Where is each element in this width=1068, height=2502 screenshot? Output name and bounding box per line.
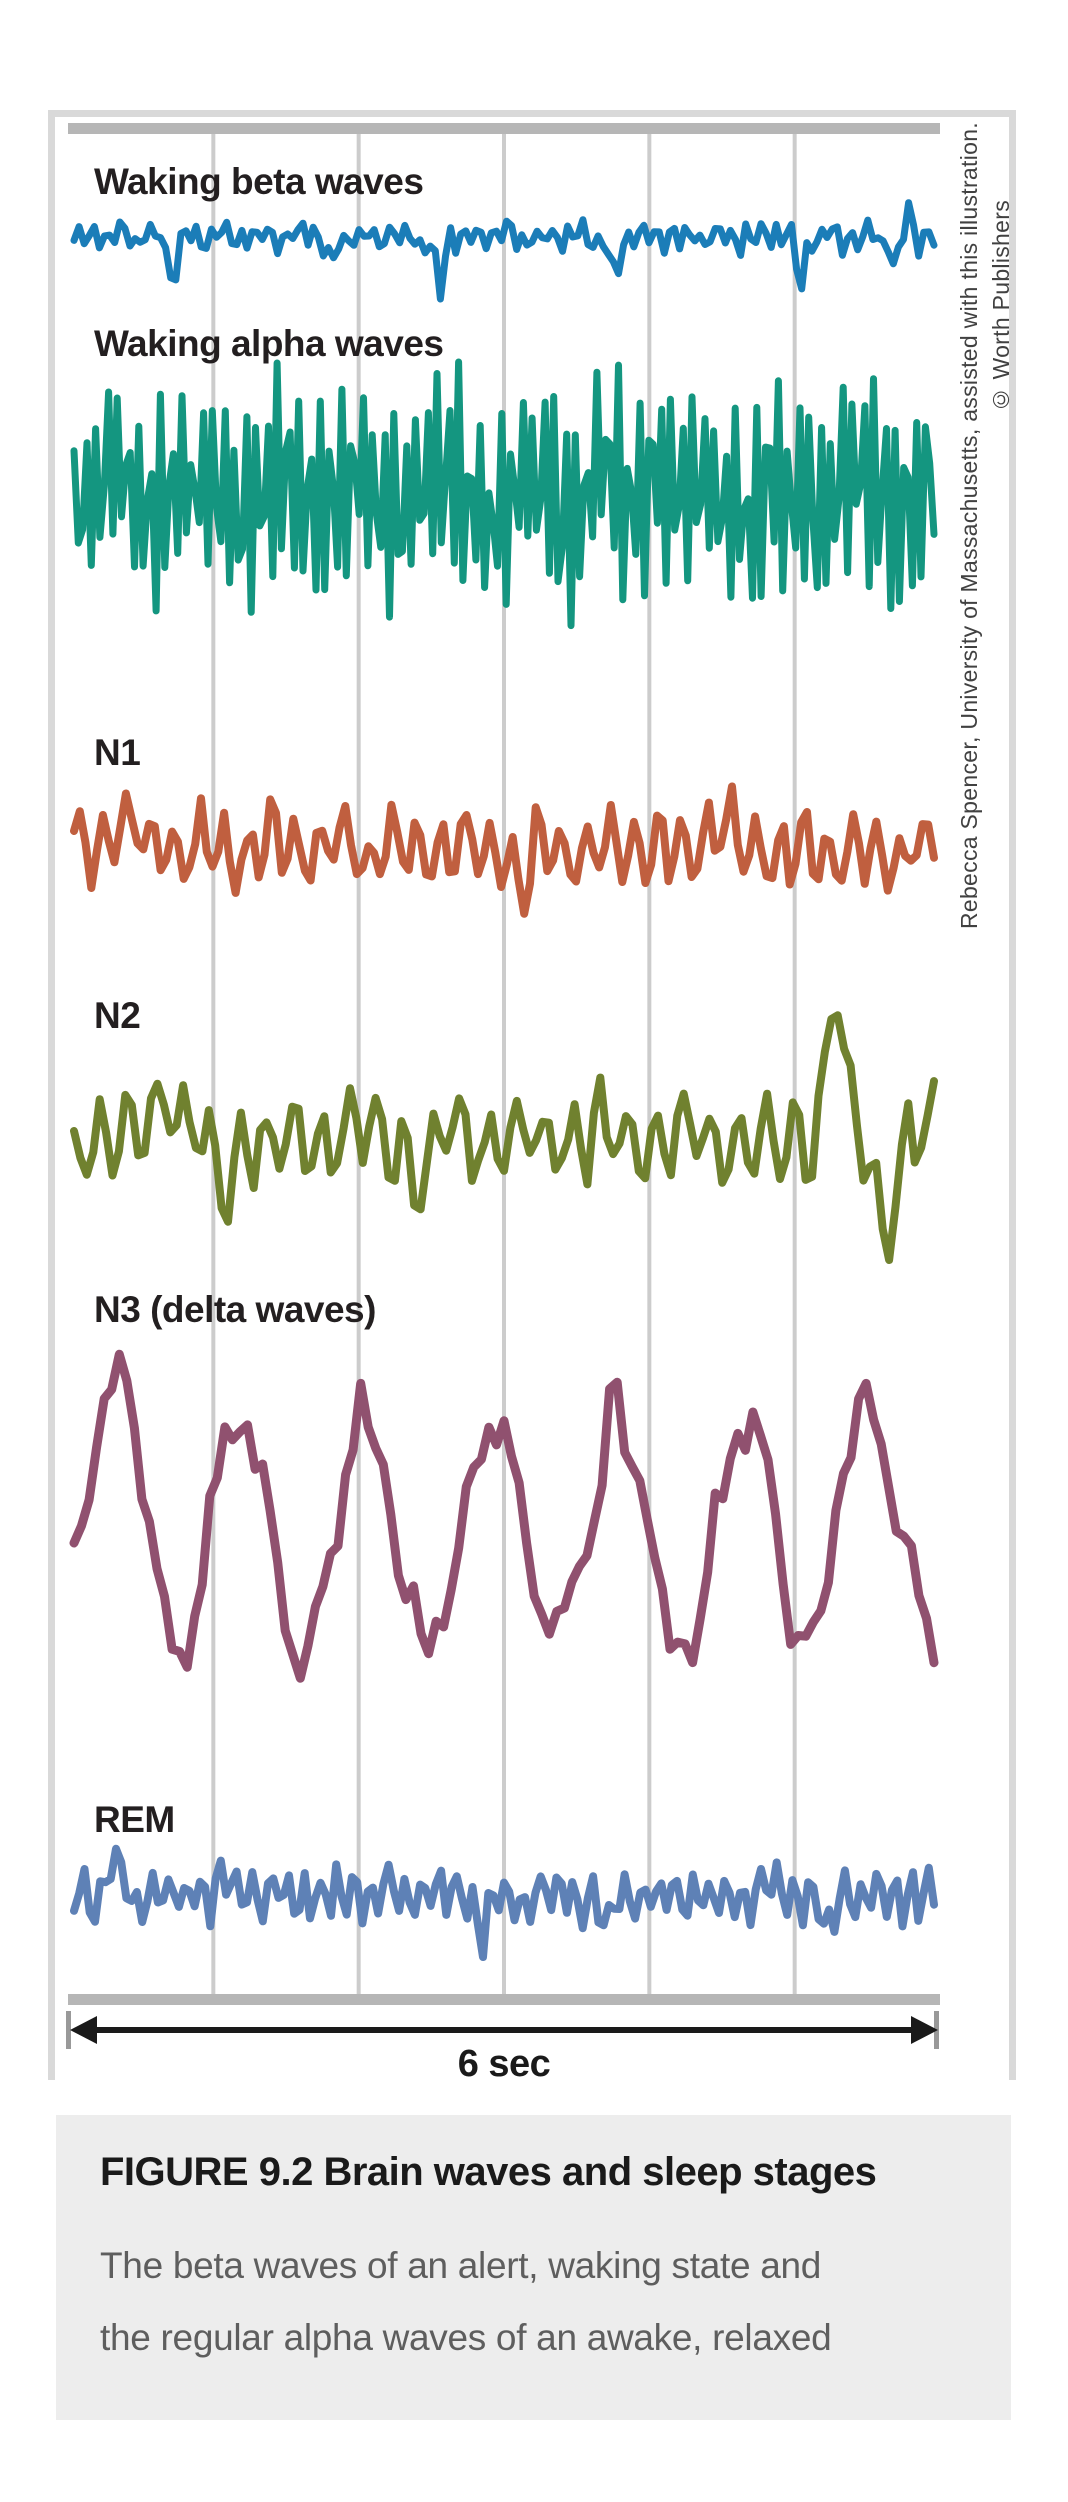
timeline-arrow bbox=[88, 2027, 920, 2033]
trace-label-n1: N1 bbox=[94, 732, 141, 773]
figure-frame-right bbox=[1009, 110, 1016, 2080]
trace-label-waking-alpha: Waking alpha waves bbox=[94, 323, 444, 364]
trace-label-n2: N2 bbox=[94, 995, 141, 1036]
figure-frame-top bbox=[48, 110, 1016, 117]
timeline-left-tick bbox=[66, 2011, 71, 2049]
trace-label-n3: N3 (delta waves) bbox=[94, 1289, 376, 1330]
caption-body-line-1: The beta waves of an alert, waking state… bbox=[100, 2245, 822, 2286]
arrow-left-icon bbox=[70, 2016, 97, 2044]
figure-frame-left bbox=[48, 110, 55, 2080]
caption-box bbox=[56, 2115, 1011, 2420]
eeg-plot bbox=[68, 123, 940, 2005]
trace-label-rem: REM bbox=[94, 1799, 175, 1840]
timeline-label: 6 sec bbox=[457, 2043, 551, 2085]
trace-label-waking-beta: Waking beta waves bbox=[94, 161, 424, 202]
caption-title: FIGURE 9.2 Brain waves and sleep stages bbox=[100, 2150, 877, 2194]
arrow-right-icon bbox=[911, 2016, 938, 2044]
caption-body-line-2: the regular alpha waves of an awake, rel… bbox=[100, 2317, 832, 2358]
credit-text-line-1: Rebecca Spencer, University of Massachus… bbox=[956, 122, 982, 930]
credit-text-line-2: © Worth Publishers bbox=[988, 200, 1014, 413]
